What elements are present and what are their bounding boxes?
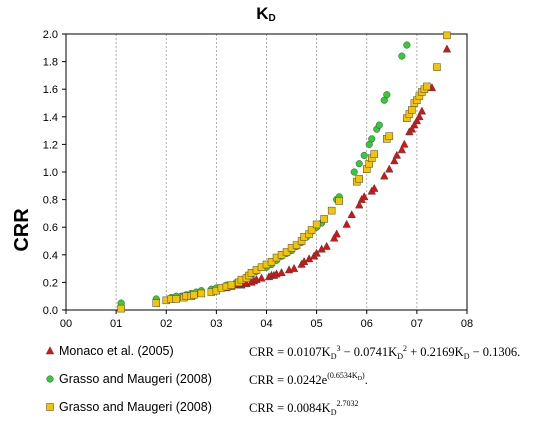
triangle-data-point <box>257 273 266 282</box>
y-tick-label: 0.2 <box>43 277 58 289</box>
legend-label: Grasso and Maugeri (2008) <box>59 400 212 414</box>
x-tick-label: 04 <box>260 318 272 330</box>
y-axis-label: CRR <box>11 208 33 252</box>
triangle-data-point <box>332 229 341 238</box>
square-data-point <box>320 215 328 223</box>
square-data-point <box>385 132 394 140</box>
y-tick-label: 1.0 <box>43 167 58 179</box>
legend: Monaco et al. (2005) CRR = 0.0107KD3 − 0.… <box>45 344 520 417</box>
triangle-data-point <box>407 124 417 133</box>
circle-data-point <box>383 91 391 99</box>
square-data-point <box>408 106 416 114</box>
square-data-point <box>172 295 181 303</box>
x-tick-label: 05 <box>311 318 323 330</box>
x-tick-label: 06 <box>361 318 373 330</box>
square-data-point <box>307 226 316 234</box>
legend-equation: CRR = 0.0107KD3 − 0.0741KD2 + 0.2169KD −… <box>249 344 520 361</box>
x-tick-label: 01 <box>110 318 122 330</box>
triangle-data-point <box>400 139 409 148</box>
square-data-point <box>370 150 379 158</box>
square-data-point <box>292 241 301 249</box>
ticks: 00 01 02 03 04 05 06 07 08 0.0 0.2 0.4 0.6 0.8 1.0 1.2 1… <box>43 29 473 330</box>
chart-title: KD <box>256 4 276 24</box>
x-tick-label: 03 <box>210 318 222 330</box>
circle-data-point <box>355 160 363 168</box>
square-data-point <box>327 206 336 215</box>
y-tick-label: 0.4 <box>43 250 58 262</box>
legend-label: Monaco et al. (2005) <box>59 344 174 358</box>
triangle-data-point <box>385 164 394 173</box>
square-data-point <box>267 257 276 266</box>
square-data-point <box>433 63 441 71</box>
y-tick-label: 1.6 <box>43 84 58 96</box>
chart-title-subscript: D <box>269 13 276 24</box>
triangle-data-point <box>347 210 356 219</box>
circle-data-point <box>398 52 406 60</box>
square-data-point <box>355 175 363 183</box>
legend-circle-marker <box>46 375 54 383</box>
legend-label: Grasso and Maugeri (2008) <box>59 372 212 386</box>
legend-equation: CRR = 0.0242e(0.6534KD). <box>249 371 368 387</box>
x-tick-label: 07 <box>411 318 423 330</box>
square-data-point <box>335 197 343 205</box>
square-data-point <box>312 220 321 229</box>
square-data-point <box>117 304 125 313</box>
circle-data-point <box>403 41 411 49</box>
triangle-data-point <box>277 268 286 276</box>
x-tick-label: 00 <box>60 318 72 330</box>
y-tick-label: 1.8 <box>43 57 58 69</box>
square-data-point <box>423 82 431 91</box>
y-tick-label: 0.6 <box>43 222 58 234</box>
triangle-data-point <box>322 241 331 250</box>
legend-triangle-marker <box>45 346 55 355</box>
triangle-data-point <box>390 156 399 165</box>
data-points <box>117 31 452 313</box>
circle-data-point <box>350 168 358 176</box>
triangle-data-point <box>397 145 407 154</box>
y-tick-label: 1.2 <box>43 139 58 151</box>
triangle-data-point <box>380 171 389 180</box>
triangle-data-point <box>415 112 424 121</box>
triangle-data-point <box>312 248 321 257</box>
chart-title-main: K <box>256 4 269 23</box>
circle-data-point <box>360 151 368 159</box>
square-data-point <box>227 281 236 289</box>
square-data-point <box>190 291 198 299</box>
triangle-data-point <box>410 120 419 129</box>
y-tick-label: 1.4 <box>43 112 58 124</box>
y-tick-label: 0.0 <box>43 305 58 317</box>
y-tick-label: 2.0 <box>43 29 58 41</box>
triangle-data-point <box>360 192 369 201</box>
triangle-data-point <box>289 263 299 272</box>
triangle-data-point <box>417 106 427 115</box>
triangle-data-point <box>342 219 351 228</box>
circle-data-point <box>375 121 383 129</box>
square-data-point <box>443 31 451 40</box>
triangle-data-point <box>355 200 364 209</box>
triangle-data-point <box>412 116 422 125</box>
triangle-data-point <box>392 150 402 159</box>
square-data-point <box>152 299 160 307</box>
triangle-data-point <box>329 233 339 242</box>
square-data-point <box>282 248 291 256</box>
x-tick-label: 08 <box>461 318 473 330</box>
x-tick-label: 02 <box>160 318 172 330</box>
triangle-data-point <box>442 44 452 53</box>
y-tick-label: 0.8 <box>43 195 58 207</box>
legend-equation: CRR = 0.0084KD2.7032 <box>249 399 359 417</box>
triangle-data-point <box>370 183 379 192</box>
legend-square-marker <box>46 403 54 411</box>
square-data-point <box>197 289 206 298</box>
circle-data-point <box>368 135 376 143</box>
